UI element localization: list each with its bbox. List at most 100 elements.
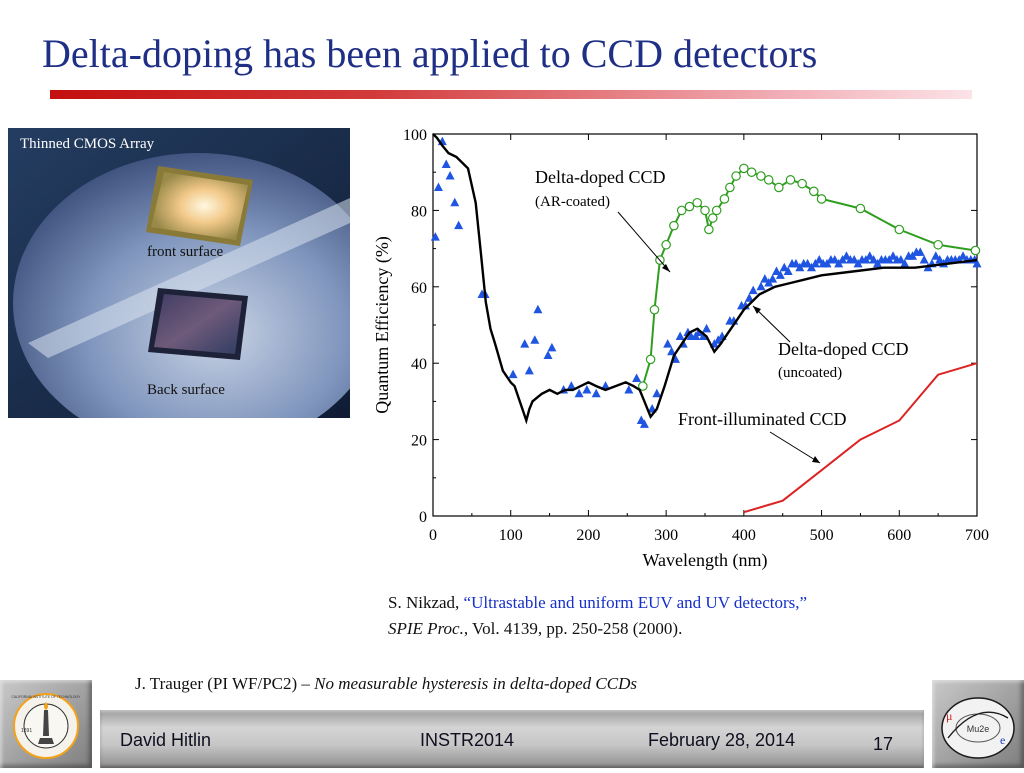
y-tick-label: 40 (411, 356, 427, 373)
data-point-uncoated (935, 255, 945, 264)
data-point-uncoated (791, 258, 801, 268)
caltech-seal-icon: 1891 CALIFORNIA INSTITUTE OF TECHNOLOGY (12, 693, 81, 759)
data-point-uncoated (652, 388, 662, 398)
quantum-efficiency-chart: 0 100 200 300 400 500 600 700 0 20 40 60 80 100 Wavele… (360, 120, 1000, 580)
data-point-uncoated (888, 251, 898, 260)
citation-journal: SPIE Proc. (388, 619, 464, 638)
footer-author: David Hitlin (120, 730, 212, 750)
y-tick-label: 60 (411, 280, 427, 297)
data-point-uncoated (454, 220, 464, 230)
plot-frame (432, 133, 978, 517)
data-point-ar-coated (645, 354, 656, 365)
data-point-ar-coated (711, 205, 722, 216)
data-point-uncoated (814, 255, 824, 264)
data-point-uncoated (803, 258, 813, 268)
data-point-ar-coated (676, 205, 687, 216)
footer-conference: INSTR2014 (420, 730, 515, 750)
data-point-ar-coated (700, 205, 710, 216)
data-point-uncoated (547, 342, 557, 352)
data-point-uncoated (450, 197, 460, 207)
citation-author: S. Nikzad, (388, 593, 464, 612)
data-point-uncoated (775, 270, 785, 279)
x-tick-label: 200 (576, 527, 600, 544)
data-point-ar-coated (704, 224, 714, 235)
citation-line-1: S. Nikzad, “Ultrastable and uniform EUV … (388, 590, 807, 616)
data-point-uncoated (533, 304, 543, 314)
data-point-uncoated (508, 369, 518, 379)
data-point-uncoated (849, 255, 859, 264)
x-axis-label: Wavelength (nm) (642, 550, 767, 571)
data-point-uncoated (760, 274, 770, 283)
annotation-ar-coated-arrowhead (662, 264, 670, 272)
data-point-uncoated (748, 285, 758, 295)
data-point-uncoated (915, 247, 925, 256)
data-point-ar-coated (692, 197, 703, 208)
data-point-ar-coated (669, 220, 679, 231)
series-line-2 (432, 133, 978, 425)
wafer-photo-image (8, 128, 350, 418)
data-point-uncoated (896, 255, 906, 264)
data-point-uncoated (675, 331, 685, 340)
data-point-uncoated (869, 255, 879, 264)
data-point-uncoated (601, 381, 611, 390)
data-point-uncoated (702, 323, 712, 333)
y-tick-label: 20 (411, 433, 427, 450)
y-tick-label: 100 (403, 127, 427, 144)
annotation-ar-coated-arrow (617, 211, 671, 273)
x-tick-label: 400 (732, 527, 756, 544)
data-point-uncoated (694, 327, 704, 337)
data-point-uncoated (639, 419, 649, 428)
pi-note-italic: No measurable hysteresis in delta-doped … (314, 674, 637, 693)
data-point-uncoated (574, 388, 584, 398)
data-point-ar-coated (707, 213, 718, 223)
data-point-uncoated (771, 266, 781, 276)
svg-text:μ: μ (946, 709, 952, 723)
data-point-uncoated (441, 159, 451, 169)
caltech-logo-box: 1891 CALIFORNIA INSTITUTE OF TECHNOLOGY (0, 680, 92, 768)
data-point-uncoated (632, 373, 642, 382)
data-point-uncoated (919, 255, 929, 264)
data-point-ar-coated (933, 239, 943, 250)
x-tick-label: 500 (810, 527, 834, 544)
data-point-uncoated (624, 384, 634, 394)
data-point-uncoated (830, 255, 840, 264)
x-tick-label: 0 (429, 527, 437, 544)
data-point-ar-coated (970, 245, 981, 256)
annotation-ar-coated-sub: (AR-coated) (535, 194, 610, 210)
citation-line-2: SPIE Proc., Vol. 4139, pp. 250-258 (2000… (388, 616, 807, 642)
data-point-uncoated (591, 388, 601, 398)
data-point-uncoated (779, 262, 789, 272)
slide-title: Delta-doping has been applied to CCD det… (42, 31, 818, 76)
data-point-uncoated (756, 281, 766, 291)
data-point-ar-coated (649, 304, 660, 315)
footer-date: February 28, 2014 (648, 730, 796, 750)
data-point-uncoated (698, 331, 708, 340)
citation-details: , Vol. 4139, pp. 250-258 (2000). (463, 619, 683, 638)
data-point-uncoated (744, 293, 754, 302)
footer-bar (100, 710, 924, 768)
data-point-uncoated (433, 182, 443, 191)
data-point-ar-coated (746, 167, 757, 177)
annotation-uncoated: Delta-doped CCD (778, 339, 908, 359)
data-point-uncoated (768, 274, 778, 283)
svg-text:1891: 1891 (21, 728, 32, 734)
mu2e-logo-icon: Mu2e μ e (941, 697, 1015, 759)
qe-chart-svg: 0 100 200 300 400 500 600 700 0 20 40 60 80 100 Wavele… (372, 127, 989, 571)
data-point-uncoated (520, 339, 530, 348)
series-line-3 (743, 362, 978, 514)
data-point-ar-coated (719, 194, 730, 204)
data-point-uncoated (524, 365, 534, 375)
back-surface-label: Back surface (147, 382, 225, 398)
data-point-uncoated (582, 384, 592, 394)
data-point-uncoated (667, 346, 677, 356)
annotation-front-illuminated-arrow (769, 431, 821, 464)
citation: S. Nikzad, “Ultrastable and uniform EUV … (388, 590, 807, 642)
data-point-uncoated (900, 258, 910, 268)
data-point-uncoated (445, 171, 455, 180)
data-point-uncoated (430, 232, 440, 241)
data-point-ar-coated (763, 175, 774, 185)
data-point-ar-coated (725, 182, 735, 193)
annotation-front-illuminated: Front-illuminated CCD (678, 409, 847, 429)
citation-title: “Ultrastable and uniform EUV and UV dete… (463, 593, 808, 612)
data-point-ar-coated (661, 239, 671, 250)
